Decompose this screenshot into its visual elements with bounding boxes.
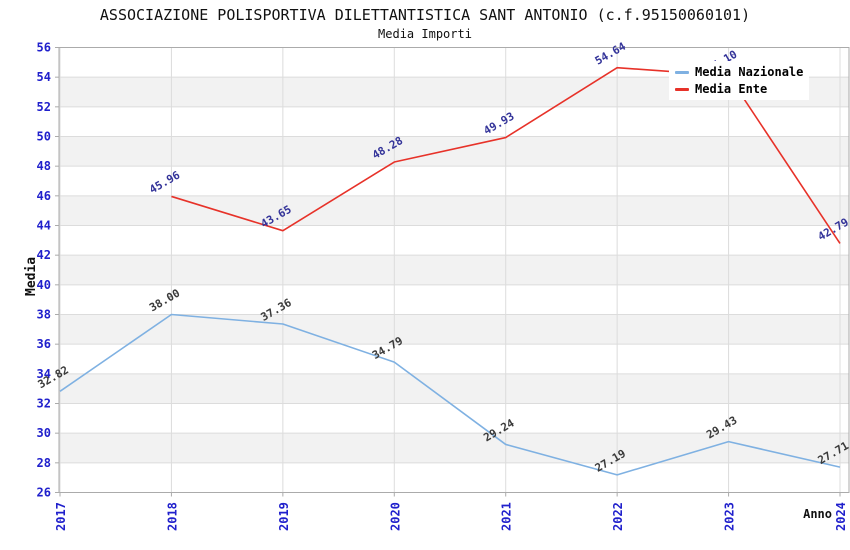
legend-label-media-nazionale: Media Nazionale bbox=[695, 65, 804, 79]
y-tick-label: 50 bbox=[37, 130, 51, 144]
y-axis-title: Media bbox=[24, 256, 39, 296]
y-tick-label: 56 bbox=[37, 41, 51, 55]
x-tick-label: 2019 bbox=[277, 502, 291, 531]
y-tick-label: 28 bbox=[37, 456, 51, 470]
y-tick-label: 26 bbox=[37, 486, 51, 500]
plot-band bbox=[59, 255, 849, 285]
legend-item-media-nazionale: Media Nazionale bbox=[675, 65, 803, 79]
y-tick-label: 38 bbox=[37, 308, 51, 322]
x-tick-label: 2022 bbox=[611, 502, 625, 531]
y-tick-label: 54 bbox=[37, 70, 51, 84]
y-tick-label: 48 bbox=[37, 159, 51, 173]
y-tick-label: 30 bbox=[37, 426, 51, 440]
legend-item-media-ente: Media Ente bbox=[675, 82, 803, 96]
y-tick-label: 34 bbox=[37, 367, 51, 381]
legend-label-media-ente: Media Ente bbox=[695, 82, 768, 96]
x-tick-label: 2020 bbox=[388, 502, 402, 531]
data-label: 38.00 bbox=[147, 287, 182, 315]
series-line-media-nazionale bbox=[59, 313, 841, 476]
x-tick-label: 2023 bbox=[723, 502, 737, 531]
plot-band bbox=[59, 433, 849, 463]
plot-band bbox=[59, 373, 849, 404]
y-tick-label: 36 bbox=[37, 337, 51, 351]
x-tick-label: 2021 bbox=[500, 502, 514, 531]
legend-line-sample-red-icon bbox=[675, 87, 689, 91]
legend: Media Nazionale Media Ente bbox=[669, 61, 810, 100]
y-tick-label: 46 bbox=[37, 189, 51, 203]
x-axis-title: Anno bbox=[803, 507, 832, 521]
y-tick-label: 52 bbox=[37, 100, 51, 114]
x-tick-label: 2018 bbox=[165, 502, 179, 531]
chart-subtitle: Media Importi bbox=[378, 27, 472, 41]
plot-band bbox=[59, 314, 849, 345]
data-label: 45.96 bbox=[147, 168, 183, 196]
y-tick-label: 32 bbox=[37, 397, 51, 411]
y-tick-label: 42 bbox=[37, 248, 51, 262]
data-label: 54.64 bbox=[593, 40, 629, 68]
plot-band bbox=[59, 136, 849, 167]
chart-title: ASSOCIAZIONE POLISPORTIVA DILETTANTISTIC… bbox=[99, 6, 751, 24]
y-tick-label: 40 bbox=[37, 278, 51, 292]
x-tick-label: 2024 bbox=[834, 502, 848, 531]
legend-line-sample-blue-icon bbox=[675, 70, 689, 74]
x-tick-label: 2017 bbox=[54, 502, 68, 531]
plot-band bbox=[59, 195, 849, 226]
y-tick-label: 44 bbox=[37, 219, 51, 233]
plot-border bbox=[58, 47, 850, 493]
